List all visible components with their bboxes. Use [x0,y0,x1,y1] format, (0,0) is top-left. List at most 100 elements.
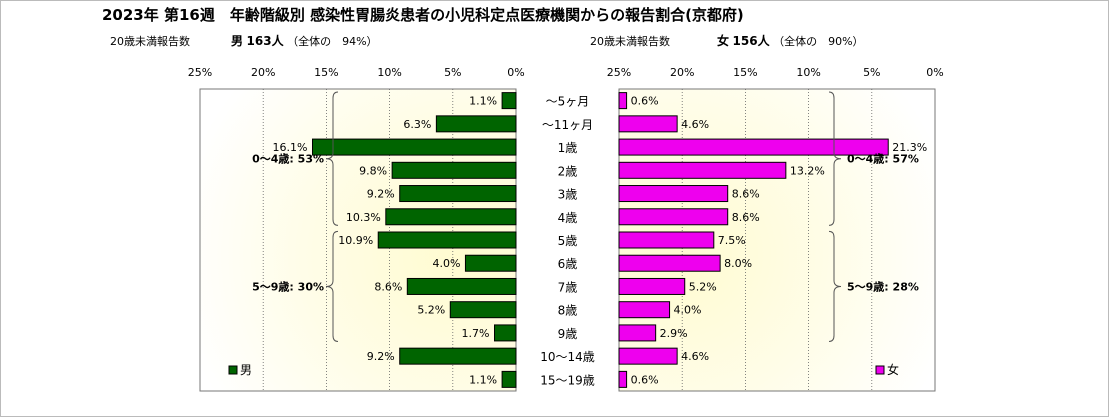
male-bar-label: 10.9% [338,234,373,247]
female-bar [618,208,729,226]
female-bar [618,161,787,179]
age-category-label: ～5ヶ月 [546,95,590,109]
female-bar [618,370,628,388]
age-category-label: 2歳 [558,164,578,178]
chart-title: 2023年 第16週 年齢階級別 感染性胃腸炎患者の小児科定点医療機関からの報告… [102,6,744,24]
female-bar-label: 4.0% [674,304,702,317]
age-category-label: 8歳 [558,304,578,318]
female-bar-label: 4.6% [681,118,709,131]
female-summary: 20歳未満報告数 女 156人 （全体の 90%） [590,32,864,49]
female-bar-label: 7.5% [718,234,746,247]
male-bar [385,208,517,226]
female-summary-sex: 女 [717,34,730,48]
age-category-label: 4歳 [558,211,578,225]
male-tick-label: 10% [377,66,401,79]
age-group-brace [325,91,339,226]
male-bar-label: 9.2% [367,350,395,363]
male-bar [501,92,517,110]
male-bar [464,254,517,272]
female-bar [618,301,671,319]
male-bar-label: 6.3% [403,118,431,131]
male-tick-label: 5% [444,66,461,79]
male-tick-label: 25% [188,66,212,79]
female-bar [618,185,729,203]
age-group-annotation: 5～9歳: 28% [847,279,919,293]
age-category-label: 10～14歳 [540,350,595,364]
male-bar [399,185,517,203]
male-bar [449,301,517,319]
male-bar [406,277,517,295]
age-category-label: 5歳 [558,234,578,248]
male-bar-label: 4.0% [432,257,460,270]
age-group-brace [325,230,339,343]
male-bar-label: 9.2% [367,188,395,201]
female-bar-label: 2.9% [660,327,688,340]
male-summary-prefix: 20歳未満報告数 [110,35,190,48]
male-bar-label: 1.1% [469,95,497,108]
female-summary-share: （全体の 90%） [773,35,864,48]
male-bar-label: 1.1% [469,373,497,386]
female-bar-label: 21.3% [892,141,927,154]
male-bar [435,115,517,133]
male-bar [311,138,517,156]
female-tick-label: 15% [733,66,757,79]
age-group-annotation: 5～9歳: 30% [252,279,324,293]
male-bar [391,161,517,179]
male-legend-label: 男 [240,363,252,377]
male-tick-label: 20% [251,66,275,79]
male-summary-share: （全体の 94%） [287,35,378,48]
male-summary-sex: 男 [231,34,244,48]
male-bar [501,370,517,388]
male-bar [399,347,517,365]
female-bar-label: 4.6% [681,350,709,363]
age-category-label: 7歳 [558,280,578,294]
female-tick-label: 10% [796,66,820,79]
male-legend-swatch [228,365,238,375]
female-bar-label: 8.6% [732,211,760,224]
female-bar [618,277,686,295]
female-legend-swatch [875,365,885,375]
age-category-label: 3歳 [558,188,578,202]
female-tick-label: 20% [670,66,694,79]
age-category-label: 15～19歳 [540,373,595,387]
female-summary-count: 156人 [732,34,770,48]
male-bar-label: 10.3% [346,211,381,224]
female-tick-label: 25% [607,66,631,79]
age-category-label: ～11ヶ月 [542,118,593,132]
age-category-label: 6歳 [558,257,578,271]
female-summary-prefix: 20歳未満報告数 [590,35,670,48]
male-summary-count: 163人 [246,34,284,48]
male-bar-label: 9.8% [359,164,387,177]
male-bar-label: 8.6% [374,280,402,293]
female-bar [618,138,889,156]
female-bar [618,92,628,110]
female-bar-label: 0.6% [631,373,659,386]
female-bar-label: 5.2% [689,280,717,293]
age-group-brace [828,91,842,226]
age-category-label: 1歳 [558,141,578,155]
male-bar-label: 5.2% [417,304,445,317]
age-group-annotation: 0～4歳: 53% [252,152,324,166]
female-bar-label: 13.2% [790,164,825,177]
male-bar-label: 1.7% [462,327,490,340]
female-legend-label: 女 [887,362,899,377]
male-tick-label: 0% [507,66,524,79]
female-bar [618,115,678,133]
female-bar-label: 0.6% [631,95,659,108]
male-summary: 20歳未満報告数 男 163人 （全体の 94%） [110,32,378,49]
age-group-brace [828,230,842,343]
female-tick-label: 0% [926,66,943,79]
female-bar [618,231,715,249]
female-bar [618,324,657,342]
male-bar-label: 16.1% [273,141,308,154]
male-bar [494,324,517,342]
female-bar [618,254,721,272]
female-tick-label: 5% [863,66,880,79]
age-group-annotation: 0～4歳: 57% [847,152,919,166]
male-bar [377,231,517,249]
female-bar-label: 8.0% [724,257,752,270]
female-bar-label: 8.6% [732,188,760,201]
male-tick-label: 15% [314,66,338,79]
age-category-label: 9歳 [558,327,578,341]
